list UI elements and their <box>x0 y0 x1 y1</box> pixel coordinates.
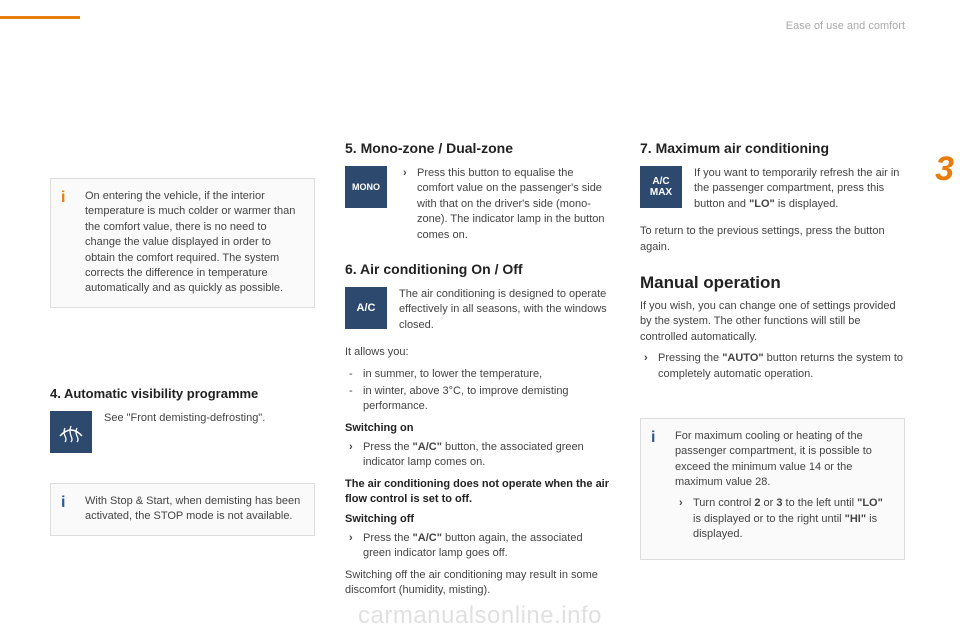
switching-off-label: Switching off <box>345 512 610 527</box>
discomfort-note: Switching off the air conditioning may r… <box>345 568 610 599</box>
auto-list: Pressing the "AUTO" button returns the s… <box>640 351 905 382</box>
switching-on-label: Switching on <box>345 421 610 436</box>
info-box-temperature: i On entering the vehicle, if the interi… <box>50 178 315 308</box>
switching-off-list: Press the "A/C" button again, the associ… <box>345 531 610 562</box>
mono-text: Press this button to equalise the comfor… <box>399 166 610 249</box>
defrost-icon <box>50 411 92 453</box>
list-item: in summer, to lower the temperature, <box>345 367 610 382</box>
list-item: Turn control 2 or 3 to the left until "L… <box>675 496 892 542</box>
switching-on-list: Press the "A/C" button, the associated g… <box>345 440 610 471</box>
column-2: 5. Mono-zone / Dual-zone MONO Press this… <box>345 140 610 620</box>
info-icon: i <box>61 492 65 514</box>
heading-manual-operation: Manual operation <box>640 273 905 293</box>
column-1: i On entering the vehicle, if the interi… <box>50 140 315 620</box>
info-icon: i <box>61 187 65 209</box>
manual-intro: If you wish, you can change one of setti… <box>640 299 905 345</box>
ac-row: A/C The air conditioning is designed to … <box>345 287 610 333</box>
list-item: Press the "A/C" button, the associated g… <box>345 440 610 471</box>
heading-automatic-visibility: 4. Automatic visibility programme <box>50 386 315 401</box>
ac-off-notice: The air conditioning does not operate wh… <box>345 477 610 508</box>
max-ac-row: A/CMAX If you want to temporarily refres… <box>640 166 905 212</box>
ac-max-icon: A/CMAX <box>640 166 682 208</box>
content-columns: i On entering the vehicle, if the interi… <box>50 140 905 620</box>
info-box-cooling-tip: i For maximum cooling or heating of the … <box>640 418 905 560</box>
header-section-label: Ease of use and comfort <box>786 20 905 32</box>
column-3: 7. Maximum air conditioning A/CMAX If yo… <box>640 140 905 620</box>
mono-icon: MONO <box>345 166 387 208</box>
ac-intro-text: The air conditioning is designed to oper… <box>399 287 610 333</box>
max-ac-text: If you want to temporarily refresh the a… <box>694 166 905 212</box>
tip-text: For maximum cooling or heating of the pa… <box>675 430 872 488</box>
info-text: On entering the vehicle, if the interior… <box>85 190 295 294</box>
accent-bar <box>0 16 80 19</box>
chapter-number: 3 <box>935 150 954 189</box>
info-text: With Stop & Start, when demisting has be… <box>85 495 300 522</box>
list-item: in winter, above 3°C, to improve demisti… <box>345 384 610 415</box>
heading-air-conditioning: 6. Air conditioning On / Off <box>345 261 610 277</box>
ac-icon: A/C <box>345 287 387 329</box>
info-box-stop-start: i With Stop & Start, when demisting has … <box>50 483 315 536</box>
info-icon: i <box>651 427 655 449</box>
heading-max-ac: 7. Maximum air conditioning <box>640 140 905 156</box>
defrost-text: See "Front demisting-defrosting". <box>104 411 315 453</box>
allows-list: in summer, to lower the temperature, in … <box>345 367 610 415</box>
list-item: Pressing the "AUTO" button returns the s… <box>640 351 905 382</box>
heading-mono-dual-zone: 5. Mono-zone / Dual-zone <box>345 140 610 156</box>
allows-intro: It allows you: <box>345 345 610 360</box>
return-text: To return to the previous settings, pres… <box>640 224 905 255</box>
defrost-row: See "Front demisting-defrosting". <box>50 411 315 453</box>
mono-row: MONO Press this button to equalise the c… <box>345 166 610 249</box>
list-item: Press the "A/C" button again, the associ… <box>345 531 610 562</box>
